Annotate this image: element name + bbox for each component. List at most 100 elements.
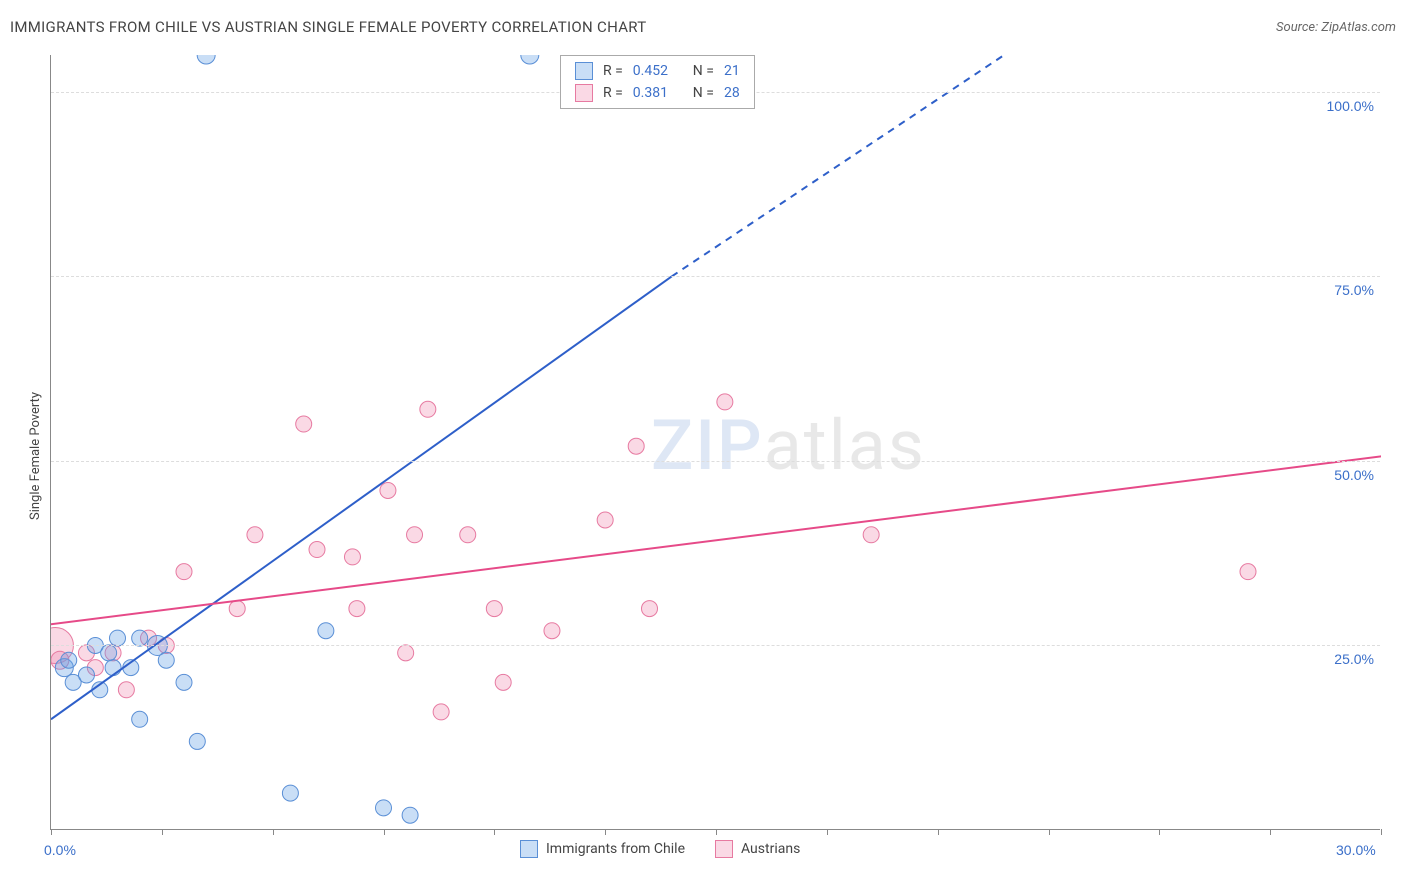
- plot-area: ZIPatlas 25.0% 50.0% 75.0% 100.0%: [50, 55, 1380, 830]
- r-value: 0.452: [633, 63, 683, 79]
- austrians-point: [176, 564, 192, 580]
- chile-point: [176, 674, 192, 690]
- chile-point: [158, 652, 174, 668]
- austrians-point: [420, 401, 436, 417]
- x-tick: [605, 829, 606, 835]
- chile-point: [282, 785, 298, 801]
- chile-point: [61, 652, 77, 668]
- austrians-point: [642, 601, 658, 617]
- chile-point: [123, 660, 139, 676]
- austrians-point: [628, 438, 644, 454]
- austrians-point: [247, 527, 263, 543]
- austrians-point: [380, 482, 396, 498]
- legend-swatch: [575, 84, 593, 102]
- y-tick-label: 25.0%: [1334, 651, 1374, 667]
- austrians-trend-line: [29, 454, 1403, 627]
- y-axis-label: Single Female Poverty: [28, 392, 43, 520]
- austrians-point: [1240, 564, 1256, 580]
- austrians-point: [597, 512, 613, 528]
- watermark: ZIPatlas: [651, 405, 926, 487]
- n-label: N =: [693, 85, 714, 101]
- austrians-point: [863, 527, 879, 543]
- x-min-label: 0.0%: [44, 842, 76, 858]
- grid-line: [51, 645, 1380, 646]
- x-tick: [716, 829, 717, 835]
- x-tick: [1381, 829, 1382, 835]
- austrians-point: [141, 630, 157, 646]
- chile-point: [65, 674, 81, 690]
- austrians-point: [544, 623, 560, 639]
- n-label: N =: [693, 63, 714, 79]
- chile-trend-line: [51, 276, 672, 719]
- r-label: R =: [603, 63, 623, 79]
- chile-point: [376, 800, 392, 816]
- y-tick-label: 75.0%: [1334, 282, 1374, 298]
- legend-swatch: [520, 840, 538, 858]
- austrians-point: [78, 645, 94, 661]
- legend-label: Austrians: [741, 841, 800, 857]
- austrians-point: [460, 527, 476, 543]
- correlation-legend: R = 0.452 N = 21 R = 0.381 N = 28: [560, 55, 755, 109]
- x-max-label: 30.0%: [1336, 842, 1376, 858]
- austrians-point: [398, 645, 414, 661]
- x-tick: [1049, 829, 1050, 835]
- grid-line: [51, 461, 1380, 462]
- series-legend: Immigrants from Chile Austrians: [520, 840, 800, 858]
- x-tick: [1159, 829, 1160, 835]
- watermark-atlas: atlas: [764, 405, 926, 487]
- chile-point: [197, 46, 215, 64]
- x-tick: [51, 829, 52, 835]
- chile-point: [110, 630, 126, 646]
- legend-item-austrians: Austrians: [715, 840, 800, 858]
- legend-item-chile: Immigrants from Chile: [520, 840, 685, 858]
- chile-point: [132, 630, 148, 646]
- n-value: 28: [724, 85, 740, 101]
- austrians-point: [349, 601, 365, 617]
- austrians-point: [433, 704, 449, 720]
- legend-swatch: [715, 840, 733, 858]
- austrians-point: [296, 416, 312, 432]
- austrians-point: [344, 549, 360, 565]
- austrians-point: [87, 660, 103, 676]
- x-tick: [827, 829, 828, 835]
- legend-row-chile: R = 0.452 N = 21: [575, 60, 740, 82]
- austrians-point: [717, 394, 733, 410]
- source-label: Source: ZipAtlas.com: [1276, 20, 1396, 35]
- chile-point: [55, 659, 73, 677]
- austrians-point: [309, 542, 325, 558]
- watermark-zip: ZIP: [651, 405, 764, 487]
- chile-point: [105, 660, 121, 676]
- austrians-point: [229, 601, 245, 617]
- chart-title: IMMIGRANTS FROM CHILE VS AUSTRIAN SINGLE…: [10, 18, 647, 36]
- r-value: 0.381: [633, 85, 683, 101]
- chile-point: [92, 682, 108, 698]
- x-tick: [1270, 829, 1271, 835]
- x-tick: [938, 829, 939, 835]
- chile-point: [132, 711, 148, 727]
- chile-point: [521, 46, 539, 64]
- r-label: R =: [603, 85, 623, 101]
- legend-row-austrians: R = 0.381 N = 28: [575, 82, 740, 104]
- x-tick: [162, 829, 163, 835]
- y-tick-label: 100.0%: [1327, 98, 1374, 114]
- n-value: 21: [724, 63, 740, 79]
- chile-point: [402, 807, 418, 823]
- austrians-point: [407, 527, 423, 543]
- chile-point: [101, 645, 117, 661]
- austrians-point: [105, 645, 121, 661]
- chile-point: [318, 623, 334, 639]
- x-tick: [494, 829, 495, 835]
- austrians-point: [486, 601, 502, 617]
- chile-point: [189, 733, 205, 749]
- austrians-point: [118, 682, 134, 698]
- title-bar: IMMIGRANTS FROM CHILE VS AUSTRIAN SINGLE…: [10, 18, 1396, 36]
- chile-point: [78, 667, 94, 683]
- legend-label: Immigrants from Chile: [546, 841, 685, 857]
- chart-svg: [51, 55, 1381, 830]
- legend-swatch: [575, 62, 593, 80]
- x-tick: [384, 829, 385, 835]
- grid-line: [51, 276, 1380, 277]
- austrians-point: [495, 674, 511, 690]
- y-tick-label: 50.0%: [1334, 467, 1374, 483]
- austrians-point: [51, 651, 69, 669]
